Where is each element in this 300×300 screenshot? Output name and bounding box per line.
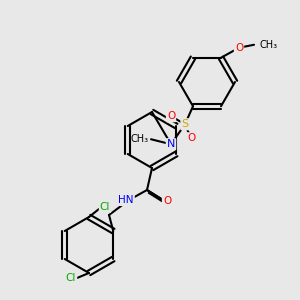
- Text: CH₃: CH₃: [259, 40, 277, 50]
- Text: N: N: [167, 139, 175, 149]
- Text: CH₃: CH₃: [131, 134, 149, 144]
- Text: Cl: Cl: [66, 273, 76, 283]
- Text: O: O: [163, 196, 171, 206]
- Text: O: O: [187, 133, 195, 143]
- Text: O: O: [235, 43, 243, 53]
- Text: HN: HN: [118, 195, 134, 205]
- Text: S: S: [182, 119, 189, 129]
- Text: Cl: Cl: [100, 202, 110, 212]
- Text: O: O: [167, 111, 175, 121]
